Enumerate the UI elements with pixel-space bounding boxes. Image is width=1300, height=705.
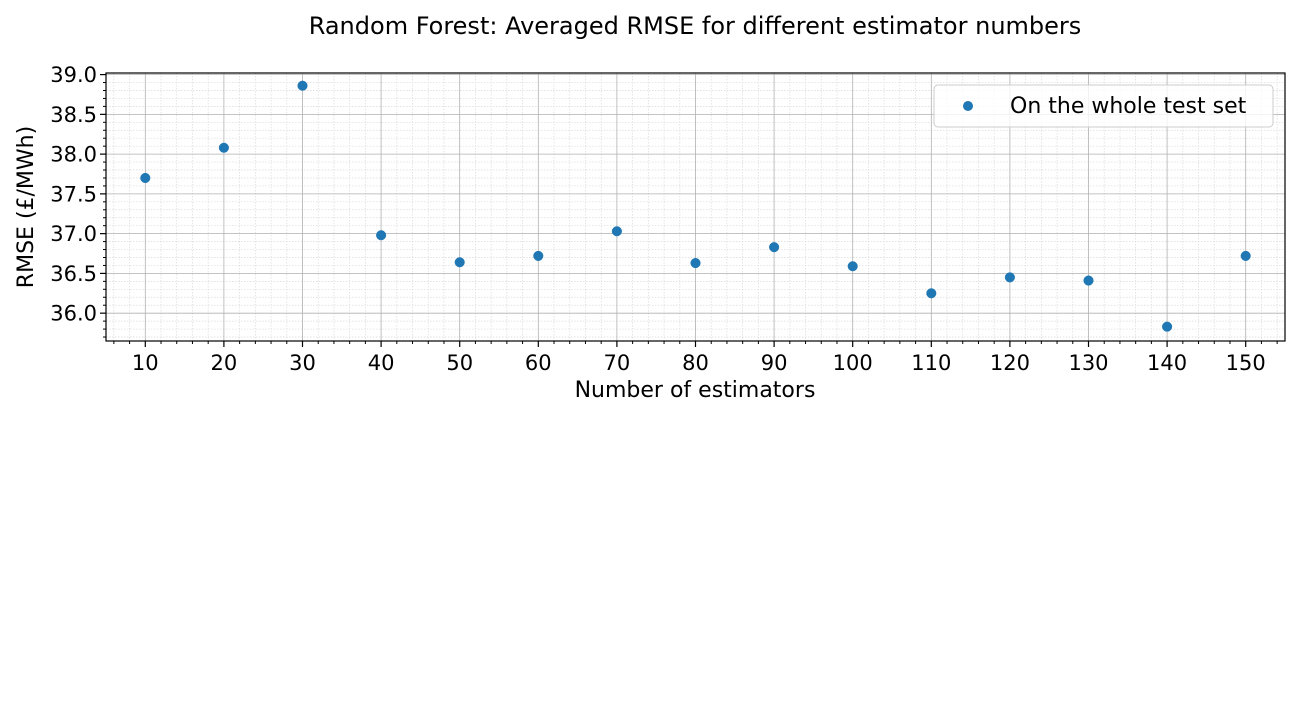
x-tick-label: 140 [1147, 351, 1187, 375]
y-axis-label: RMSE (£/MWh) [14, 126, 39, 288]
y-tick-label: 36.5 [50, 262, 97, 286]
data-point [611, 226, 622, 237]
x-tick-label: 150 [1226, 351, 1266, 375]
data-point [1004, 272, 1015, 283]
data-point [926, 288, 937, 299]
y-tick-label: 39.0 [50, 63, 97, 87]
legend: On the whole test set [933, 84, 1274, 128]
legend-box [933, 84, 1274, 128]
x-axis: 10 20 30 40 50 60 70 80 90 100 110 120 130 140 150 [113, 341, 1278, 375]
data-point [454, 257, 465, 268]
chart-title: Random Forest: Averaged RMSE for differe… [309, 12, 1082, 40]
data-point [1083, 275, 1094, 286]
x-axis-label: Number of estimators [575, 378, 816, 403]
data-point [769, 242, 780, 253]
data-point [376, 230, 387, 241]
x-tick-label: 70 [604, 351, 631, 375]
x-tick-label: 30 [289, 351, 316, 375]
data-point [533, 250, 544, 261]
data-point [140, 172, 151, 184]
legend-marker [963, 101, 973, 111]
data-point [218, 142, 229, 153]
y-tick-label: 37.5 [50, 182, 97, 206]
x-tick-label: 100 [833, 351, 873, 375]
data-point [1240, 250, 1251, 261]
data-point [1162, 321, 1173, 332]
data-point [297, 80, 308, 91]
y-tick-label: 38.5 [50, 103, 97, 127]
x-tick-label: 110 [911, 351, 951, 375]
x-tick-label: 40 [368, 351, 395, 375]
x-tick-label: 90 [761, 351, 788, 375]
y-tick-label: 36.0 [50, 302, 97, 326]
x-tick-label: 120 [990, 351, 1030, 375]
y-tick-label: 37.0 [50, 222, 97, 246]
legend-label: On the whole test set [1010, 94, 1247, 119]
x-tick-label: 80 [682, 351, 709, 375]
data-point [690, 258, 701, 269]
x-tick-label: 130 [1068, 351, 1108, 375]
x-tick-label: 60 [525, 351, 552, 375]
x-tick-label: 50 [446, 351, 473, 375]
y-tick-label: 38.0 [50, 143, 97, 167]
x-tick-label: 10 [132, 351, 159, 375]
data-point [847, 261, 858, 272]
x-tick-label: 20 [211, 351, 238, 375]
y-axis: 36.0 36.5 37.0 37.5 38.0 38.5 39.0 [50, 63, 106, 338]
data-points [140, 80, 1251, 332]
